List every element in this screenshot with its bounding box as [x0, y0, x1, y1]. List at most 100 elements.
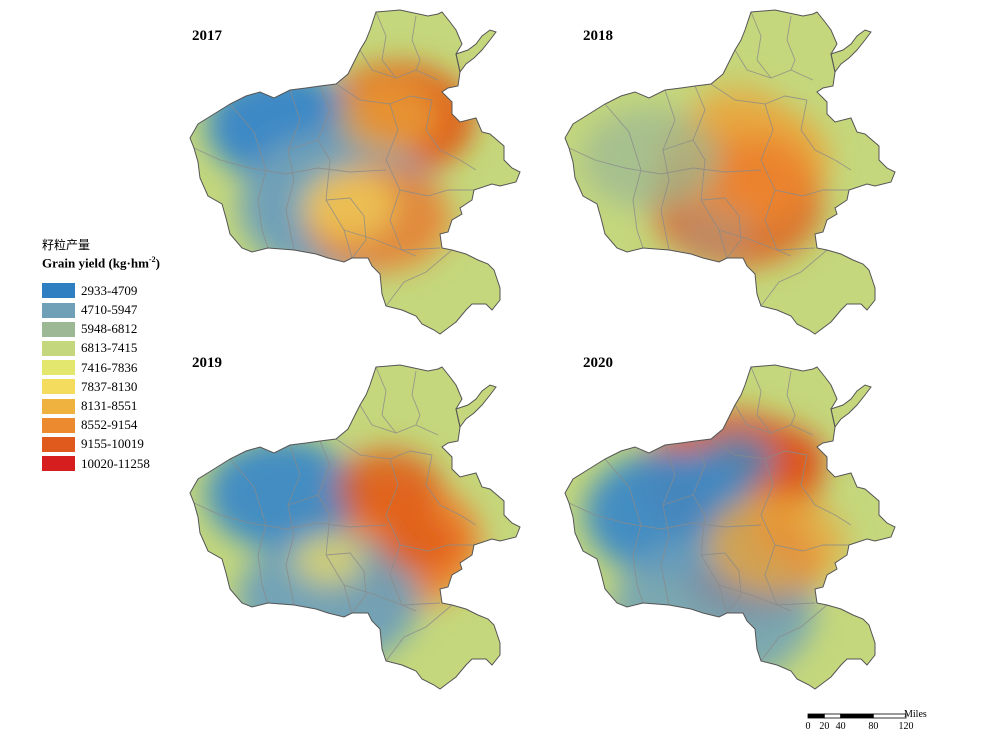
prefecture-border	[411, 15, 421, 71]
prefecture-border	[425, 454, 477, 526]
prefecture-border	[774, 189, 849, 197]
legend-swatch	[42, 456, 75, 472]
prefecture-border	[750, 11, 772, 79]
prefecture-border	[786, 370, 796, 426]
prefecture-border	[760, 249, 828, 307]
legend-title-text: Grain yield (kg·hm	[42, 255, 149, 271]
prefecture-borders	[193, 11, 477, 307]
yield-zone	[300, 169, 397, 241]
legend-item: 2933-4709	[42, 281, 202, 300]
yield-zone	[675, 203, 752, 260]
scale-bar-graphic	[807, 713, 907, 719]
map-panel-2017: 2017	[189, 0, 590, 345]
legend: 籽粒产量 Grain yield (kg·hm-2) 2933-4709 4710…	[42, 236, 202, 473]
prefecture-border	[425, 99, 477, 171]
legend-swatch	[42, 417, 75, 433]
yield-zones	[206, 63, 474, 278]
legend-label: 8131-8551	[81, 398, 138, 414]
map-svg	[189, 364, 521, 690]
year-label: 2019	[192, 355, 222, 371]
prefecture-border	[662, 139, 694, 151]
prefecture-border	[750, 366, 772, 434]
prefecture-borders	[568, 366, 852, 662]
legend-label: 5948-6812	[81, 321, 138, 337]
year-label: 2017	[192, 28, 222, 44]
legend-title-close: )	[155, 255, 160, 271]
yield-zone	[380, 513, 462, 574]
prefecture-border	[193, 502, 387, 530]
legend-item: 10020-11258	[42, 454, 202, 473]
province-outline-tail	[455, 384, 497, 429]
legend-swatch	[42, 283, 75, 299]
province-outline-tail	[830, 384, 872, 429]
prefecture-border	[399, 544, 474, 552]
prefecture-border	[662, 494, 694, 506]
prefecture-border	[325, 552, 367, 614]
scale-unit: Miles	[904, 709, 927, 720]
prefecture-border	[660, 89, 676, 251]
prefecture-border	[411, 370, 421, 426]
prefecture-border	[718, 229, 816, 251]
yield-zone	[581, 107, 721, 211]
legend-item: 7416-7836	[42, 358, 202, 377]
province-outline	[189, 364, 521, 690]
map-panel-2018: 2018	[564, 0, 965, 345]
prefecture-border	[375, 11, 397, 79]
map-svg	[189, 9, 521, 335]
prefecture-border	[800, 454, 852, 526]
legend-swatch	[42, 302, 75, 318]
prefecture-border	[604, 458, 644, 604]
legend-swatch	[42, 379, 75, 395]
prefecture-border	[660, 444, 676, 606]
legend-label: 2933-4709	[81, 282, 138, 298]
scale-segment	[840, 713, 874, 719]
legend-item: 7837-8130	[42, 377, 202, 396]
scale-tick: 40	[835, 721, 846, 732]
prefecture-border	[385, 604, 453, 662]
legend-label: 6813-7415	[81, 340, 138, 356]
year-label: 2020	[583, 355, 613, 371]
legend-item: 4710-5947	[42, 301, 202, 320]
legend-swatch	[42, 398, 75, 414]
prefecture-border	[325, 197, 367, 259]
prefecture-border	[786, 15, 796, 71]
yield-zone	[206, 437, 359, 551]
legend-label: 4710-5947	[81, 302, 138, 318]
legend-title-chinese: 籽粒产量	[42, 238, 91, 252]
legend-swatch	[42, 436, 75, 452]
prefecture-border	[700, 552, 742, 614]
legend-swatch	[42, 360, 75, 376]
legend-item: 8131-8551	[42, 396, 202, 415]
prefecture-border	[287, 494, 319, 506]
prefecture-border	[800, 99, 852, 171]
scale-tick: 80	[868, 721, 879, 732]
legend-label: 7837-8130	[81, 378, 138, 394]
yield-zone	[334, 76, 442, 156]
yield-zones	[584, 410, 846, 685]
legend-title-english: Grain yield (kg·hm-2)	[42, 255, 202, 271]
legend-label: 10020-11258	[81, 455, 150, 471]
province-outline	[564, 9, 896, 335]
legend-title-superscript: -2	[148, 255, 156, 264]
province-outline-tail	[455, 29, 497, 74]
scale-segment	[823, 713, 842, 719]
prefecture-border	[229, 458, 269, 604]
yield-surface	[565, 10, 895, 334]
prefecture-border	[375, 366, 397, 434]
prefecture-border	[343, 584, 441, 606]
prefecture-borders	[568, 11, 852, 307]
yield-zone	[692, 79, 781, 146]
province-outline	[564, 364, 896, 690]
prefecture-borders	[193, 366, 477, 662]
map-panel-2019: 2019	[189, 355, 590, 700]
yield-zone	[698, 432, 775, 490]
legend-item: 6813-7415	[42, 339, 202, 358]
year-label: 2018	[583, 28, 613, 44]
province-outline-tail	[830, 29, 872, 74]
prefecture-border	[700, 197, 742, 259]
prefecture-border	[343, 229, 441, 251]
yield-zones	[206, 437, 482, 667]
legend-item: 9155-10019	[42, 435, 202, 454]
yield-zone	[706, 492, 846, 595]
yield-zone	[334, 448, 442, 527]
